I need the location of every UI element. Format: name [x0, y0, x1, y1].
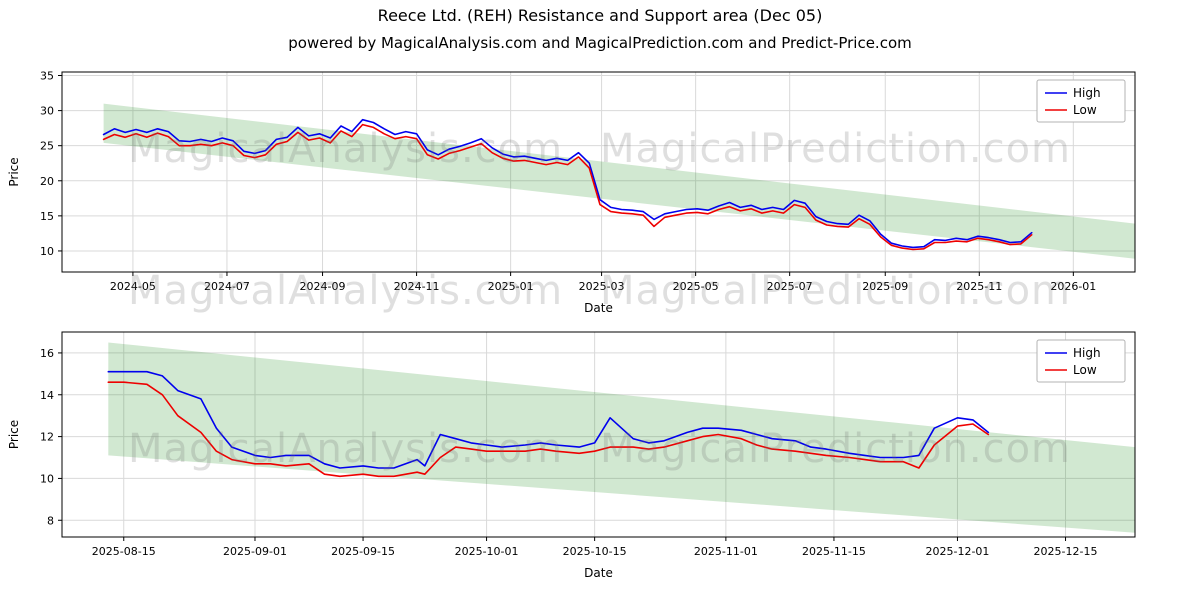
legend-label-low: Low: [1073, 363, 1097, 377]
x-tick-label: 2025-11-15: [802, 545, 866, 558]
figure-title: Reece Ltd. (REH) Resistance and Support …: [377, 6, 823, 25]
low-line: [102, 123, 1033, 251]
low-line: [107, 381, 990, 478]
y-tick-label: 12: [40, 431, 54, 444]
x-tick-label: 2025-08-15: [92, 545, 156, 558]
x-tick-label: 2025-01: [488, 280, 534, 293]
recent-detail-chart: 2025-08-15 2025-09-01 2025-09-15 2025-10-01…: [7, 331, 1136, 580]
plot-border: [61, 331, 1136, 538]
x-tick-label: 2024-09: [300, 280, 346, 293]
x-tick-label: 2025-12-15: [1034, 545, 1098, 558]
x-tick-label: 2025-07: [767, 280, 813, 293]
price-history-chart: 2024-05 2024-07 2024-09 2024-11 2025-01 2025-…: [7, 70, 1136, 315]
x-tick-label: 2024-07: [204, 280, 250, 293]
x-tick-label: 2025-09: [862, 280, 908, 293]
x-tick-label: 2024-11: [394, 280, 440, 293]
y-tick-label: 10: [40, 245, 54, 258]
y-tick-label: 20: [40, 175, 54, 188]
y-tick-label: 10: [40, 472, 54, 485]
figure-subtitle: powered by MagicalAnalysis.com and Magic…: [288, 34, 912, 52]
y-tick-label: 14: [40, 389, 54, 402]
y-tick-label: 15: [40, 210, 54, 223]
x-axis-label: Date: [584, 301, 613, 315]
x-tick-label: 2025-05: [673, 280, 719, 293]
x-tick-label: 2025-09-15: [331, 545, 395, 558]
x-tick-label: 2025-09-01: [223, 545, 287, 558]
x-tick-label: 2025-12-01: [925, 545, 989, 558]
x-tick-label: 2025-10-15: [563, 545, 627, 558]
legend: High Low: [1036, 339, 1126, 383]
legend-box: [1036, 339, 1126, 383]
x-tick-label: 2025-11-01: [694, 545, 758, 558]
y-tick-label: 30: [40, 105, 54, 118]
x-tick-label: 2025-11: [956, 280, 1002, 293]
x-tick-label: 2024-05: [110, 280, 156, 293]
support-resistance-band: [103, 103, 1135, 259]
x-axis-label: Date: [584, 566, 613, 580]
y-axis-label: Price: [7, 420, 21, 449]
legend-label-low: Low: [1073, 103, 1097, 117]
support-resistance-band: [108, 342, 1135, 533]
high-line: [107, 370, 990, 469]
y-tick-label: 25: [40, 140, 54, 153]
x-tick-label: 2025-10-01: [455, 545, 519, 558]
legend: High Low: [1036, 79, 1126, 123]
legend-box: [1036, 79, 1126, 123]
x-tick-label: 2025-03: [579, 280, 625, 293]
plot-border: [61, 71, 1136, 273]
legend-label-high: High: [1073, 346, 1101, 360]
y-tick-label: 8: [47, 514, 54, 527]
y-tick-label: 16: [40, 347, 54, 360]
x-tick-label: 2026-01: [1050, 280, 1096, 293]
y-axis-label: Price: [7, 157, 21, 186]
high-line: [102, 118, 1033, 249]
legend-label-high: High: [1073, 86, 1101, 100]
y-tick-label: 35: [40, 70, 54, 83]
